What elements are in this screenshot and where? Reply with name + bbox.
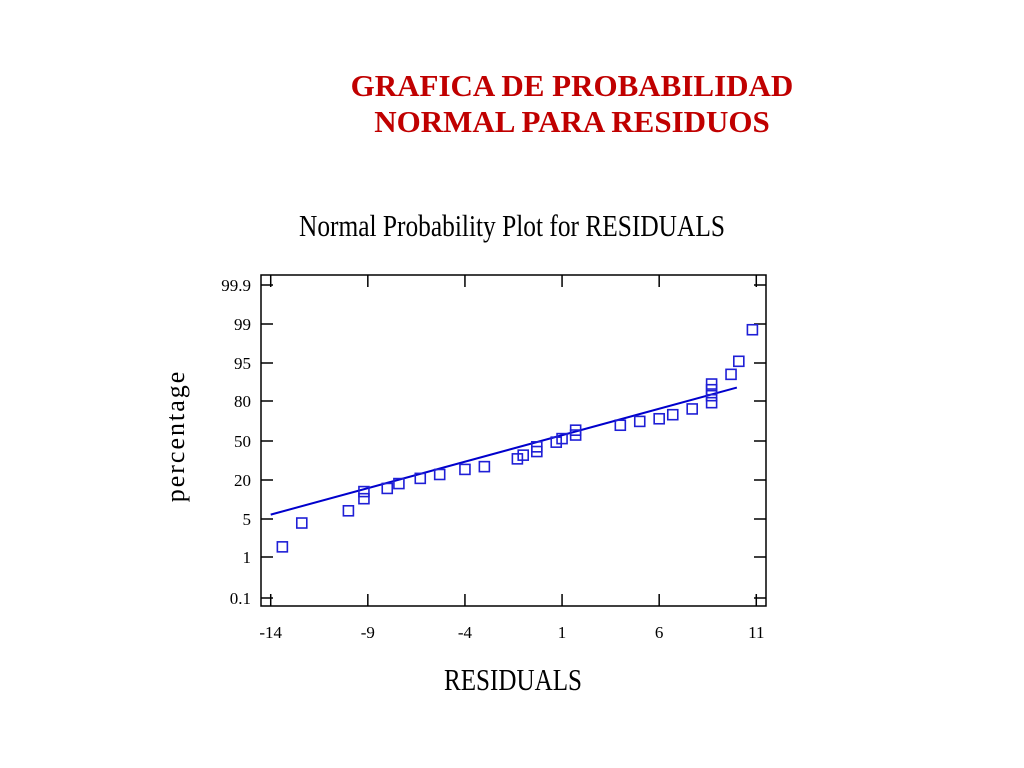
y-tick-label: 20 bbox=[234, 471, 251, 490]
y-tick-label: 95 bbox=[234, 354, 251, 373]
fit-line bbox=[270, 386, 738, 516]
data-point bbox=[414, 472, 427, 485]
y-tick-label: 5 bbox=[243, 510, 252, 529]
y-tick-label: 80 bbox=[234, 392, 251, 411]
data-point bbox=[733, 355, 745, 368]
y-tick-label: 0.1 bbox=[230, 589, 251, 608]
y-tick-label: 99 bbox=[234, 315, 251, 334]
data-point bbox=[653, 412, 665, 425]
slide-title-line-2: NORMAL PARA RESIDUOS bbox=[374, 104, 770, 139]
plot-frame bbox=[260, 274, 767, 607]
data-point bbox=[358, 492, 370, 505]
x-tick-label: 11 bbox=[748, 623, 764, 642]
data-point bbox=[358, 485, 370, 498]
x-tick-label: -9 bbox=[361, 623, 375, 642]
y-tick-label: 1 bbox=[243, 548, 252, 567]
slide-title: GRAFICA DE PROBABILIDAD NORMAL PARA RESI… bbox=[0, 68, 1024, 140]
data-point bbox=[342, 504, 355, 517]
x-axis: -14 -9 -4 1 6 11 bbox=[259, 275, 764, 642]
data-point bbox=[705, 396, 718, 409]
data-point bbox=[569, 424, 582, 436]
data-point bbox=[705, 378, 718, 390]
data-point bbox=[511, 453, 524, 465]
data-point bbox=[633, 415, 646, 428]
y-tick-label: 50 bbox=[234, 432, 251, 451]
y-axis-label: percentage bbox=[161, 370, 190, 503]
chart-title: Normal Probability Plot for RESIDUALS bbox=[299, 208, 725, 243]
y-axis: 0.1 1 5 20 50 80 95 99 99.9 bbox=[221, 276, 766, 608]
data-point bbox=[614, 419, 627, 432]
x-tick-label: 6 bbox=[655, 623, 664, 642]
data-point bbox=[666, 408, 679, 421]
data-point bbox=[381, 482, 394, 495]
data-point bbox=[531, 441, 543, 453]
data-point bbox=[459, 463, 471, 476]
data-point bbox=[433, 468, 446, 481]
y-tick-label: 99.9 bbox=[221, 276, 251, 295]
data-point bbox=[276, 541, 289, 553]
data-point bbox=[725, 368, 737, 381]
x-tick-label: -14 bbox=[259, 623, 282, 642]
x-tick-label: -4 bbox=[458, 623, 473, 642]
data-point bbox=[517, 449, 530, 461]
x-axis-label: RESIDUALS bbox=[444, 662, 582, 697]
data-point bbox=[478, 460, 491, 473]
data-point bbox=[393, 477, 405, 490]
data-point bbox=[556, 432, 568, 445]
data-point bbox=[550, 436, 563, 448]
data-points bbox=[276, 323, 759, 553]
data-point bbox=[295, 517, 308, 529]
data-point bbox=[705, 389, 718, 402]
data-point bbox=[686, 403, 698, 415]
x-tick-label: 1 bbox=[558, 623, 567, 642]
data-point bbox=[746, 323, 759, 336]
slide-title-line-1: GRAFICA DE PROBABILIDAD bbox=[350, 68, 794, 103]
